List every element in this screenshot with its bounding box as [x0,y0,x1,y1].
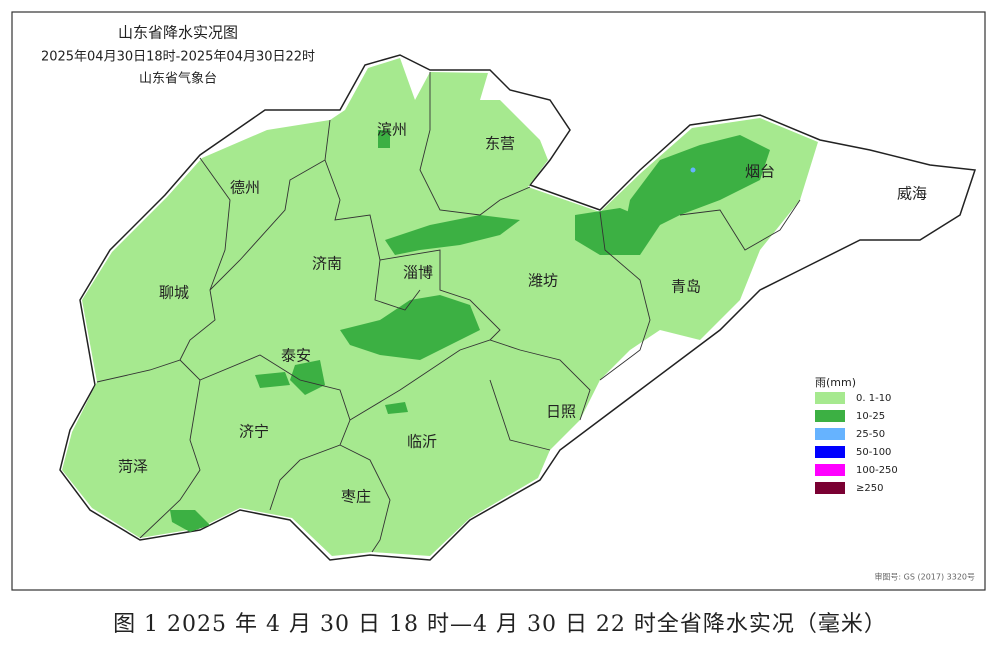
city-label: 淄博 [403,264,433,282]
city-label: 泰安 [281,347,311,365]
map-period: 2025年04月30日18时-2025年04月30日22时 [41,50,315,65]
review-number: 审图号: GS (2017) 3320号 [874,572,975,582]
legend: 雨(mm) 0. 1-10 10-25 25-50 50-100 100-250 ≥250 [815,376,898,494]
legend-swatch [815,446,845,458]
legend-label: 50-100 [856,447,891,458]
rain-area-dark [170,130,770,532]
legend-title: 雨(mm) [815,376,856,389]
city-label: 济宁 [239,423,269,441]
legend-label: 10-25 [856,411,885,422]
city-label: 威海 [897,185,927,203]
city-label: 临沂 [407,433,437,451]
map-issuer: 山东省气象台 [139,71,217,87]
legend-label: 25-50 [856,429,885,440]
city-label: 日照 [546,403,576,421]
city-label: 潍坊 [528,272,558,290]
city-label: 德州 [230,179,260,197]
city-boundaries [96,72,801,553]
legend-swatch [815,428,845,440]
city-label: 烟台 [745,163,775,181]
legend-swatch [815,392,845,404]
map-title: 山东省降水实况图 [118,24,238,42]
figure-caption: 图 1 2025 年 4 月 30 日 18 时—4 月 30 日 22 时全省… [113,612,887,637]
rain-spot [690,167,696,173]
city-label: 滨州 [377,121,407,139]
city-label: 菏泽 [118,458,148,476]
legend-swatch [815,482,845,494]
legend-label: 100-250 [856,465,898,476]
legend-label: 0. 1-10 [856,393,891,404]
city-label: 聊城 [159,284,189,302]
legend-swatch [815,464,845,476]
city-label: 济南 [312,255,342,273]
city-label: 青岛 [671,278,701,296]
city-label: 枣庄 [341,488,371,506]
legend-swatch [815,410,845,422]
legend-label: ≥250 [856,483,883,494]
city-labels: 滨州 东营 德州 烟台 威海 济南 淄博 潍坊 聊城 青岛 泰安 日照 济宁 临… [118,121,927,506]
city-label: 东营 [485,135,515,153]
